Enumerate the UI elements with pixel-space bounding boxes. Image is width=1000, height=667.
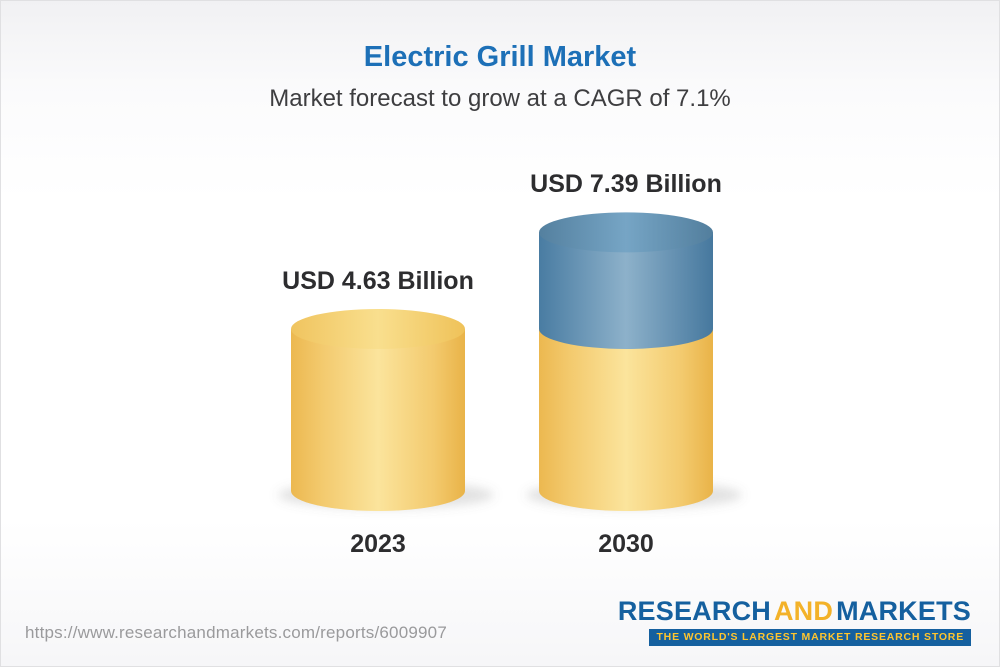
bar-2023-cylinder xyxy=(278,308,494,511)
bar-2023-body xyxy=(291,328,465,511)
bar-2030-cylinder xyxy=(526,212,742,511)
bar-2030-growth-segment xyxy=(539,232,713,349)
logo-word-markets: MARKETS xyxy=(836,596,971,626)
page-subtitle: Market forecast to grow at a CAGR of 7.1… xyxy=(269,85,731,112)
logo-word-research: RESEARCH xyxy=(617,596,771,626)
bar-2023-top-ellipse xyxy=(291,308,465,349)
page-title: Electric Grill Market xyxy=(363,41,637,73)
report-url[interactable]: https://www.researchandmarkets.com/repor… xyxy=(25,623,447,642)
bar-value-label-2023: USD 4.63 Billion xyxy=(282,266,474,295)
bar-2030-top-ellipse xyxy=(539,212,713,253)
logo-wordmark: RESEARCH AND MARKETS xyxy=(618,598,971,625)
bar-value-label-2030: USD 7.39 Billion xyxy=(530,170,722,199)
x-axis-label-2030: 2030 xyxy=(598,530,654,558)
logo-tagline: THE WORLD'S LARGEST MARKET RESEARCH STOR… xyxy=(649,629,971,646)
research-and-markets-logo: RESEARCH AND MARKETS THE WORLD'S LARGEST M… xyxy=(618,598,971,646)
logo-word-and: AND xyxy=(773,596,834,626)
x-axis-label-2023: 2023 xyxy=(350,530,406,558)
bar-2030-base-segment xyxy=(539,328,713,511)
